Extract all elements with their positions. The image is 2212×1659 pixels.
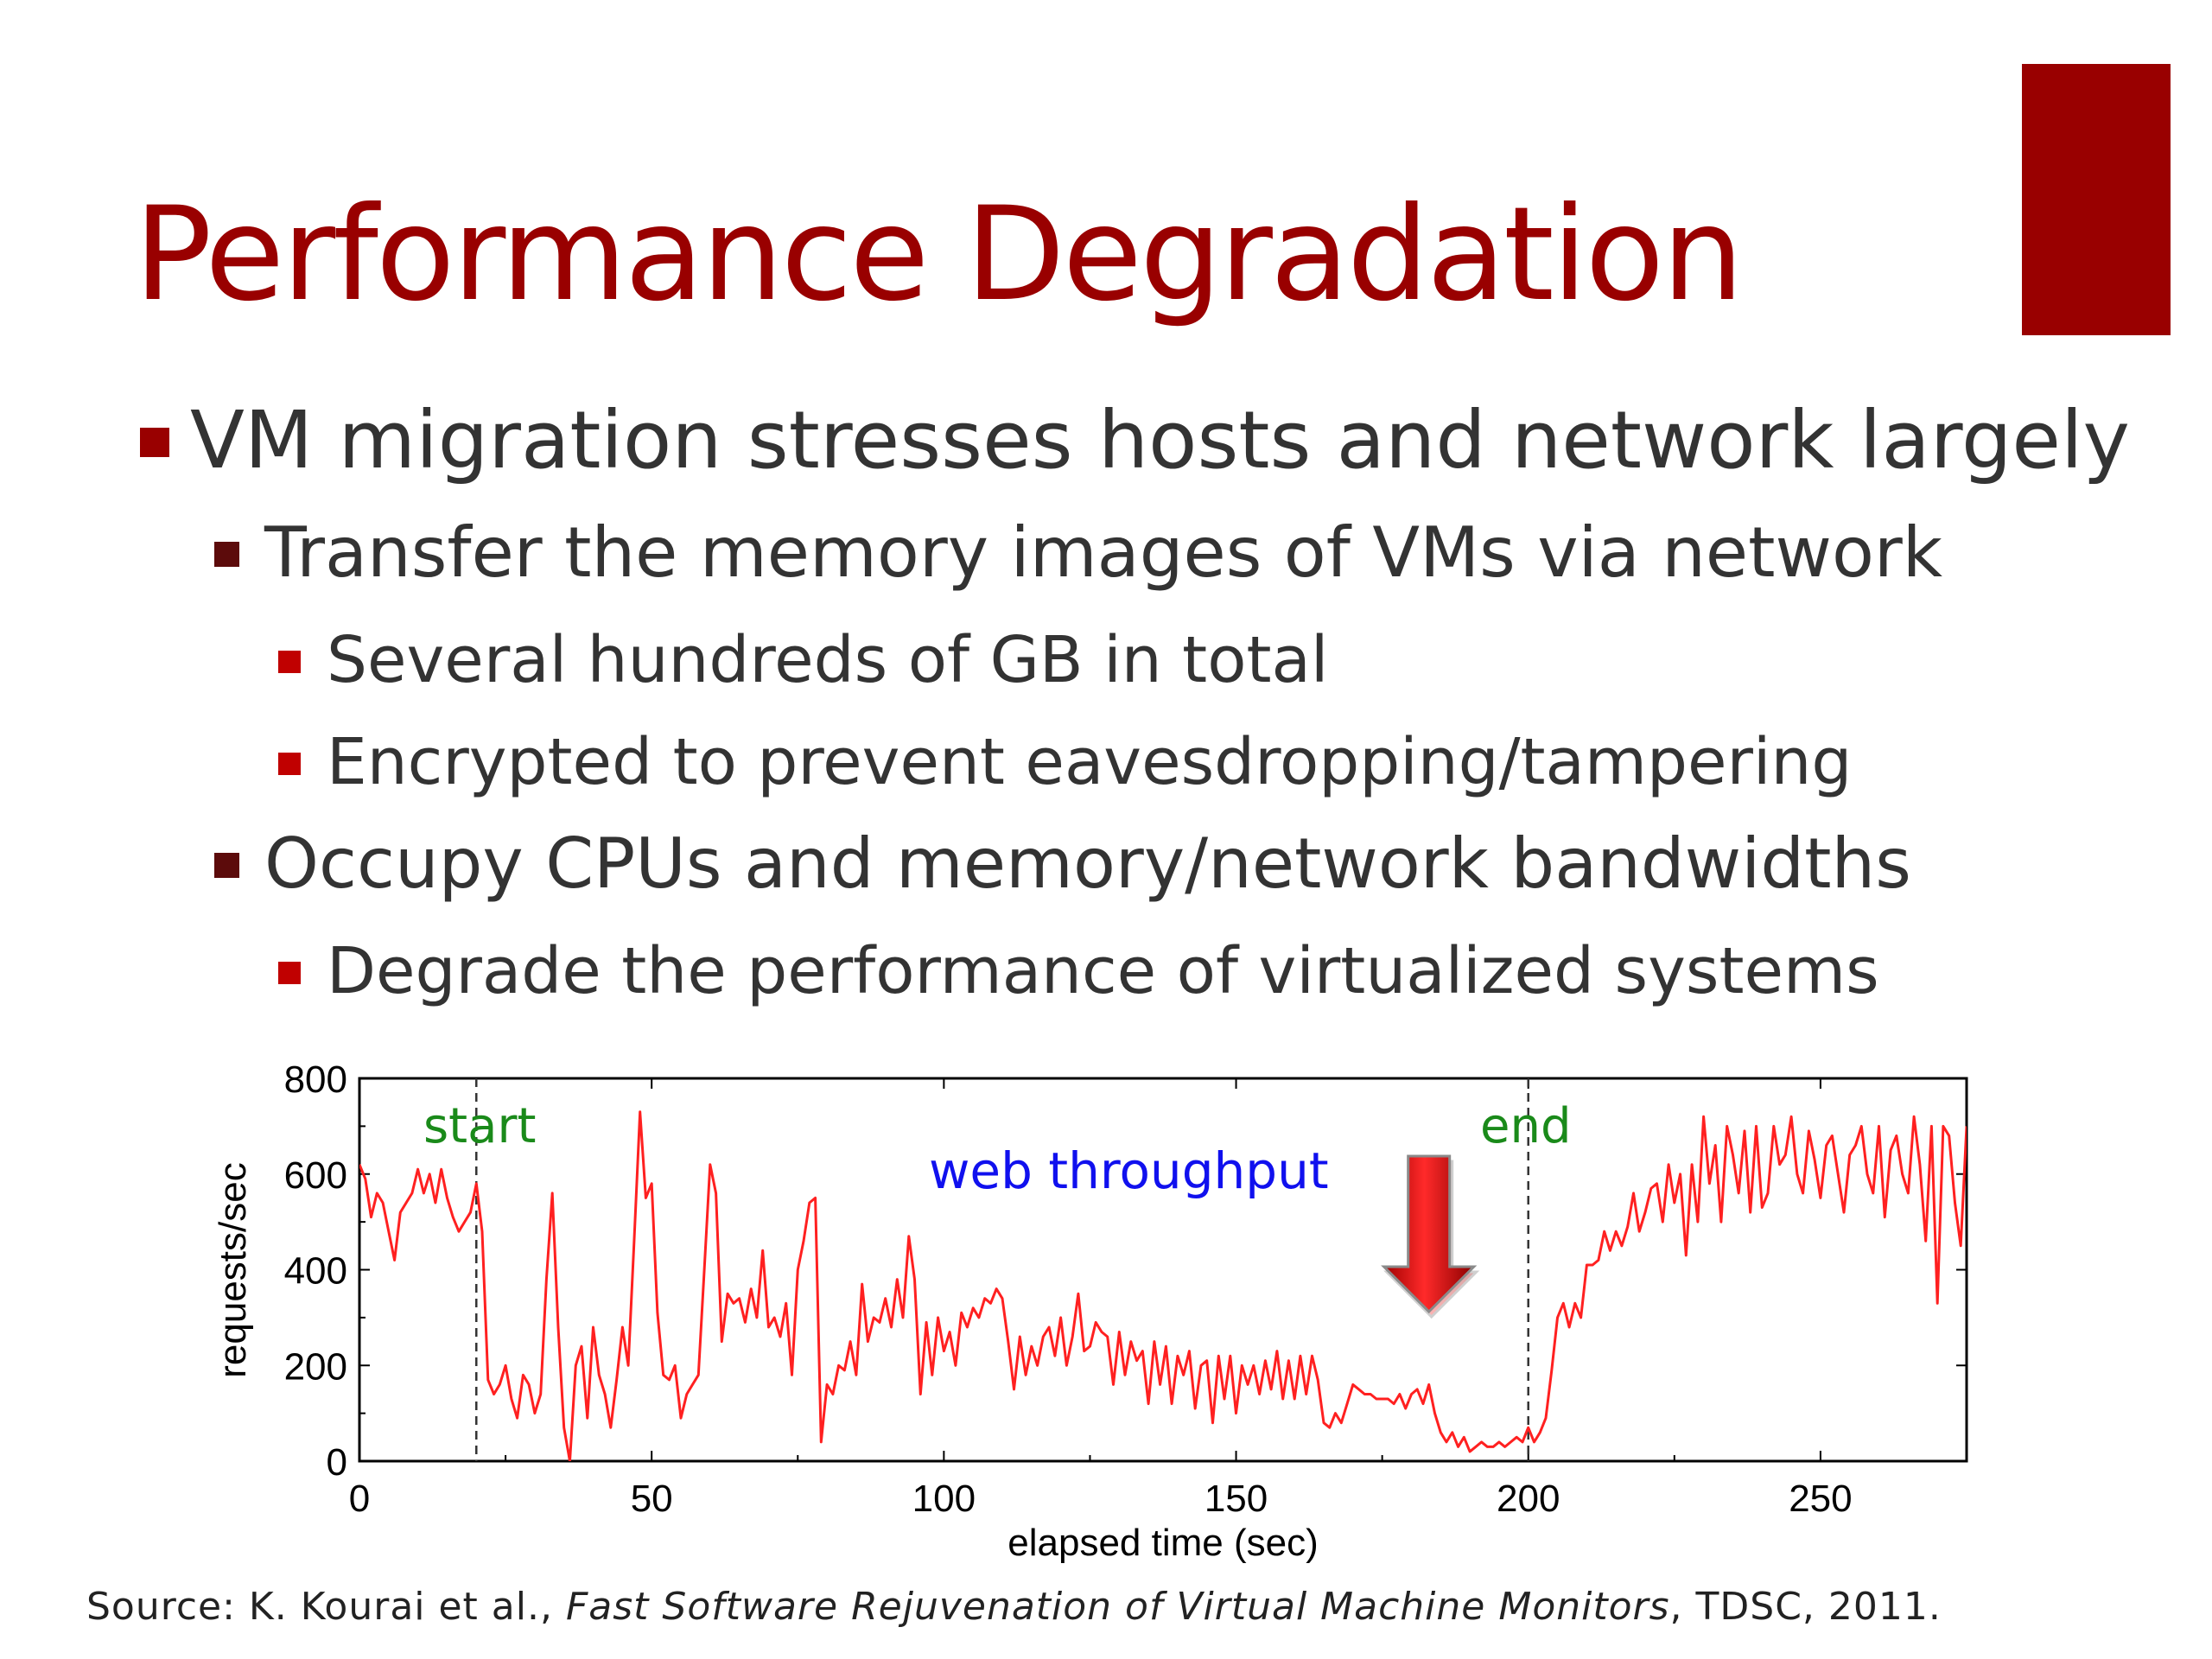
- x-tick-label: 200: [1497, 1478, 1560, 1520]
- source-suffix: , TDSC, 2011.: [1669, 1585, 1942, 1629]
- bullet-level1: VM migration stresses hosts and network …: [138, 393, 2130, 488]
- bullet-text: Several hundreds of GB in total: [327, 623, 1329, 697]
- bullet-level2: Occupy CPUs and memory/network bandwidth…: [214, 823, 1911, 906]
- end-label: end: [1480, 1098, 1572, 1154]
- web-throughput-line: [359, 1110, 1967, 1461]
- bullet-text: Occupy CPUs and memory/network bandwidth…: [264, 823, 1911, 904]
- y-tick-label: 400: [284, 1250, 347, 1293]
- x-tick-label: 100: [912, 1478, 976, 1520]
- source-prefix: Source: K. Kourai et al.,: [86, 1585, 566, 1629]
- bullet-level2: Transfer the memory images of VMs via ne…: [214, 512, 1942, 594]
- square-bullet-icon: [278, 753, 301, 775]
- marker-lines: [475, 1078, 1529, 1461]
- down-arrow-icon: [1381, 1154, 1480, 1319]
- x-tick-label: 250: [1789, 1478, 1852, 1520]
- square-bullet-icon: [278, 651, 301, 673]
- source-title: Fast Software Rejuvenation of Virtual Ma…: [565, 1585, 1670, 1629]
- axis-ticks: 0 50 100 150 200 250 0 200 400 600 800: [284, 1058, 1967, 1520]
- slide-title: Performance Degradation: [134, 180, 1744, 330]
- series-annotation: web throughput: [929, 1141, 1329, 1200]
- bullet-text: Transfer the memory images of VMs via ne…: [264, 512, 1943, 593]
- x-tick-label: 50: [631, 1478, 673, 1520]
- bullet-level3: Encrypted to prevent eavesdropping/tampe…: [278, 724, 1852, 800]
- y-tick-label: 600: [284, 1154, 347, 1197]
- x-tick-label: 0: [349, 1478, 370, 1520]
- bullet-text: Encrypted to prevent eavesdropping/tampe…: [327, 725, 1853, 799]
- y-tick-label: 200: [284, 1345, 347, 1388]
- throughput-chart: 0 50 100 150 200 250 0 200 400 600 800 start end w…: [212, 1058, 1968, 1564]
- square-bullet-icon: [214, 853, 239, 878]
- x-axis-label: elapsed time (sec): [1007, 1522, 1318, 1564]
- start-label: start: [423, 1098, 536, 1154]
- corner-accent-block: [2022, 64, 2171, 335]
- bullet-level3: Several hundreds of GB in total: [278, 622, 1328, 698]
- y-tick-label: 0: [327, 1441, 347, 1484]
- bullet-text: Degrade the performance of virtualized s…: [327, 934, 1879, 1008]
- square-bullet-icon: [214, 542, 239, 567]
- source-citation: Source: K. Kourai et al., Fast Software …: [86, 1583, 1942, 1631]
- bullet-text: VM migration stresses hosts and network …: [190, 394, 2130, 486]
- bullet-level3: Degrade the performance of virtualized s…: [278, 933, 1879, 1009]
- square-bullet-icon: [140, 428, 169, 457]
- square-bullet-icon: [278, 962, 301, 984]
- y-axis-label: requests/sec: [212, 1162, 254, 1377]
- y-tick-label: 800: [284, 1058, 347, 1101]
- x-tick-label: 150: [1205, 1478, 1268, 1520]
